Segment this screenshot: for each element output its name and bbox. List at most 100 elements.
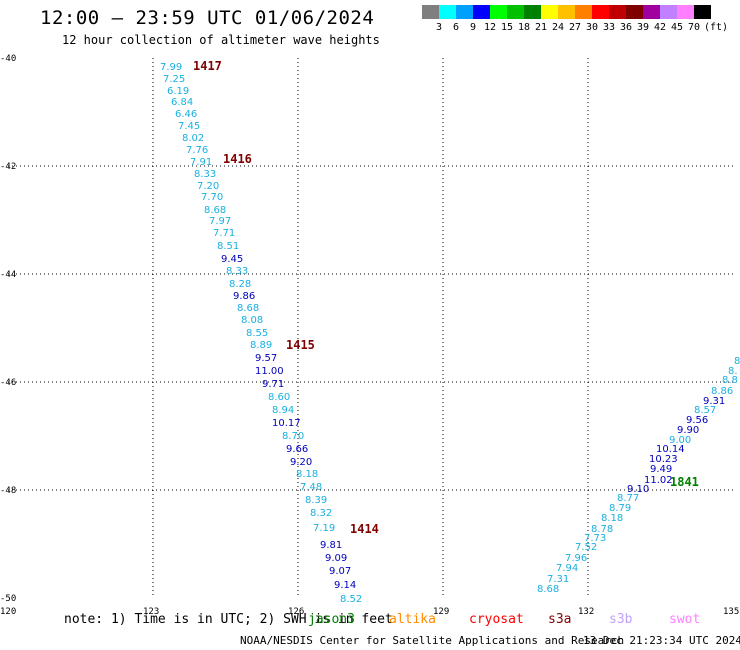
wave-height-label: 7.73 xyxy=(584,533,606,544)
wave-height-label: 9.49 xyxy=(650,464,672,475)
note-text: note: 1) Time is in UTC; 2) SWH is in fe… xyxy=(64,612,393,627)
wave-height-label: 8.77 xyxy=(617,493,639,504)
wave-height-label: 9.00 xyxy=(669,435,691,446)
wave-height-label: 8 xyxy=(734,356,740,367)
legend-swatch xyxy=(524,5,541,19)
legend-unit: (ft) xyxy=(703,22,729,33)
wave-height-label: 7.99 xyxy=(160,62,182,73)
wave-height-label: 9.90 xyxy=(677,425,699,436)
wave-height-label: 9.31 xyxy=(703,396,725,407)
legend-label: 45 xyxy=(670,22,684,33)
legend-label: 36 xyxy=(619,22,633,33)
legend-swatch xyxy=(694,5,711,19)
wave-height-label: 10.23 xyxy=(649,454,678,465)
wave-height-label: 8.39 xyxy=(305,495,327,506)
wave-height-label: 9.81 xyxy=(320,540,342,551)
wave-height-label: 8.70 xyxy=(282,431,304,442)
wave-height-label: 7.31 xyxy=(547,574,569,585)
wave-height-label: 8.32 xyxy=(310,508,332,519)
legend-swatch xyxy=(643,5,660,19)
page-subtitle: 12 hour collection of altimeter wave hei… xyxy=(62,33,380,47)
legend-swatch xyxy=(558,5,575,19)
wave-height-label: 7.52 xyxy=(575,542,597,553)
legend-swatch xyxy=(609,5,626,19)
wave-height-label: 11.00 xyxy=(255,366,284,377)
legend-label: 18 xyxy=(517,22,531,33)
legend-swatch xyxy=(490,5,507,19)
wave-height-label: 7.70 xyxy=(201,192,223,203)
wave-height-label: 8.18 xyxy=(296,469,318,480)
wave-height-label: 9.20 xyxy=(290,457,312,468)
wave-height-label: 7.71 xyxy=(213,228,235,239)
legend-label: 12 xyxy=(483,22,497,33)
footer-timestamp: 13 Dec 21:23:34 UTC 2024 xyxy=(583,634,740,647)
rev-number-label: 1417 xyxy=(193,59,222,73)
wave-height-label: 7.91 xyxy=(190,157,212,168)
wave-height-label: 9.45 xyxy=(221,254,243,265)
wave-height-label: 8.02 xyxy=(182,133,204,144)
wave-height-label: 7.25 xyxy=(163,74,185,85)
legend-swatch xyxy=(473,5,490,19)
wave-height-label: 8.94 xyxy=(272,405,294,416)
wave-height-label: 10.14 xyxy=(656,444,685,455)
wave-height-label: 8.60 xyxy=(268,392,290,403)
wave-height-label: 9.71 xyxy=(262,379,284,390)
legend-label: 33 xyxy=(602,22,616,33)
wave-height-label: 7.20 xyxy=(197,181,219,192)
lon-tick-label: 132 xyxy=(578,607,594,617)
wave-height-label: 7.76 xyxy=(186,145,208,156)
wave-height-label: 8.68 xyxy=(537,584,559,595)
wave-height-label: 8.52 xyxy=(340,594,362,605)
wave-height-label: 8.18 xyxy=(601,513,623,524)
lat-tick-label: -44 xyxy=(0,270,16,280)
lat-tick-label: -48 xyxy=(0,486,16,496)
rev-number-label: 1415 xyxy=(286,338,315,352)
wave-height-label: 6.84 xyxy=(171,97,193,108)
legend-label: 9 xyxy=(469,22,477,33)
legend-swatch xyxy=(626,5,643,19)
lon-tick-label: 120 xyxy=(0,607,16,617)
wave-height-label: 9.57 xyxy=(255,353,277,364)
lat-tick-label: -50 xyxy=(0,594,16,604)
wave-height-label: 8.33 xyxy=(194,169,216,180)
wave-height-label: 8.86 xyxy=(711,386,733,397)
rev-number-label: 1416 xyxy=(223,152,252,166)
wave-height-label: 9.10 xyxy=(627,484,649,495)
wave-height-label: 8.28 xyxy=(229,279,251,290)
wave-height-label: 7.48 xyxy=(300,482,322,493)
satellite-label: s3a xyxy=(548,612,572,627)
wave-height-label: 8.33 xyxy=(226,266,248,277)
wave-height-label: 9.09 xyxy=(325,553,347,564)
wave-height-label: 8.68 xyxy=(237,303,259,314)
satellite-label: swot xyxy=(669,612,701,627)
legend-label: 27 xyxy=(568,22,582,33)
legend-swatch xyxy=(541,5,558,19)
wave-height-label: 8.51 xyxy=(217,241,239,252)
lon-tick-label: 126 xyxy=(288,607,304,617)
legend-swatch xyxy=(507,5,524,19)
wave-height-label: 8. xyxy=(728,366,738,377)
wave-height-label: 8.89 xyxy=(250,340,272,351)
legend-swatch xyxy=(439,5,456,19)
wave-height-label: 9.07 xyxy=(329,566,351,577)
legend-label: 24 xyxy=(551,22,565,33)
lon-tick-label: 129 xyxy=(433,607,449,617)
wave-height-label: 8.78 xyxy=(591,524,613,535)
wave-height-label: 8.79 xyxy=(609,503,631,514)
legend-swatch xyxy=(592,5,609,19)
legend-swatch xyxy=(660,5,677,19)
wave-height-label: 9.56 xyxy=(686,415,708,426)
legend-label: 39 xyxy=(636,22,650,33)
satellite-label: jason3 xyxy=(308,612,355,627)
satellite-label: cryosat xyxy=(469,612,524,627)
wave-height-label: 8.8 xyxy=(722,375,738,386)
wave-height-label: 7.97 xyxy=(209,216,231,227)
wave-height-label: 8.68 xyxy=(204,205,226,216)
wave-height-label: 7.19 xyxy=(313,523,335,534)
legend-label: 6 xyxy=(452,22,460,33)
legend-label: 70 xyxy=(687,22,701,33)
wave-height-label: 7.45 xyxy=(178,121,200,132)
legend-label: 42 xyxy=(653,22,667,33)
wave-height-label: 9.14 xyxy=(334,580,356,591)
